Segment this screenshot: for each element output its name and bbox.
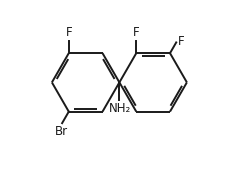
Text: NH₂: NH₂ [109,102,131,115]
Text: F: F [177,35,184,48]
Text: Br: Br [54,125,68,138]
Text: F: F [65,26,72,39]
Text: F: F [133,26,139,39]
